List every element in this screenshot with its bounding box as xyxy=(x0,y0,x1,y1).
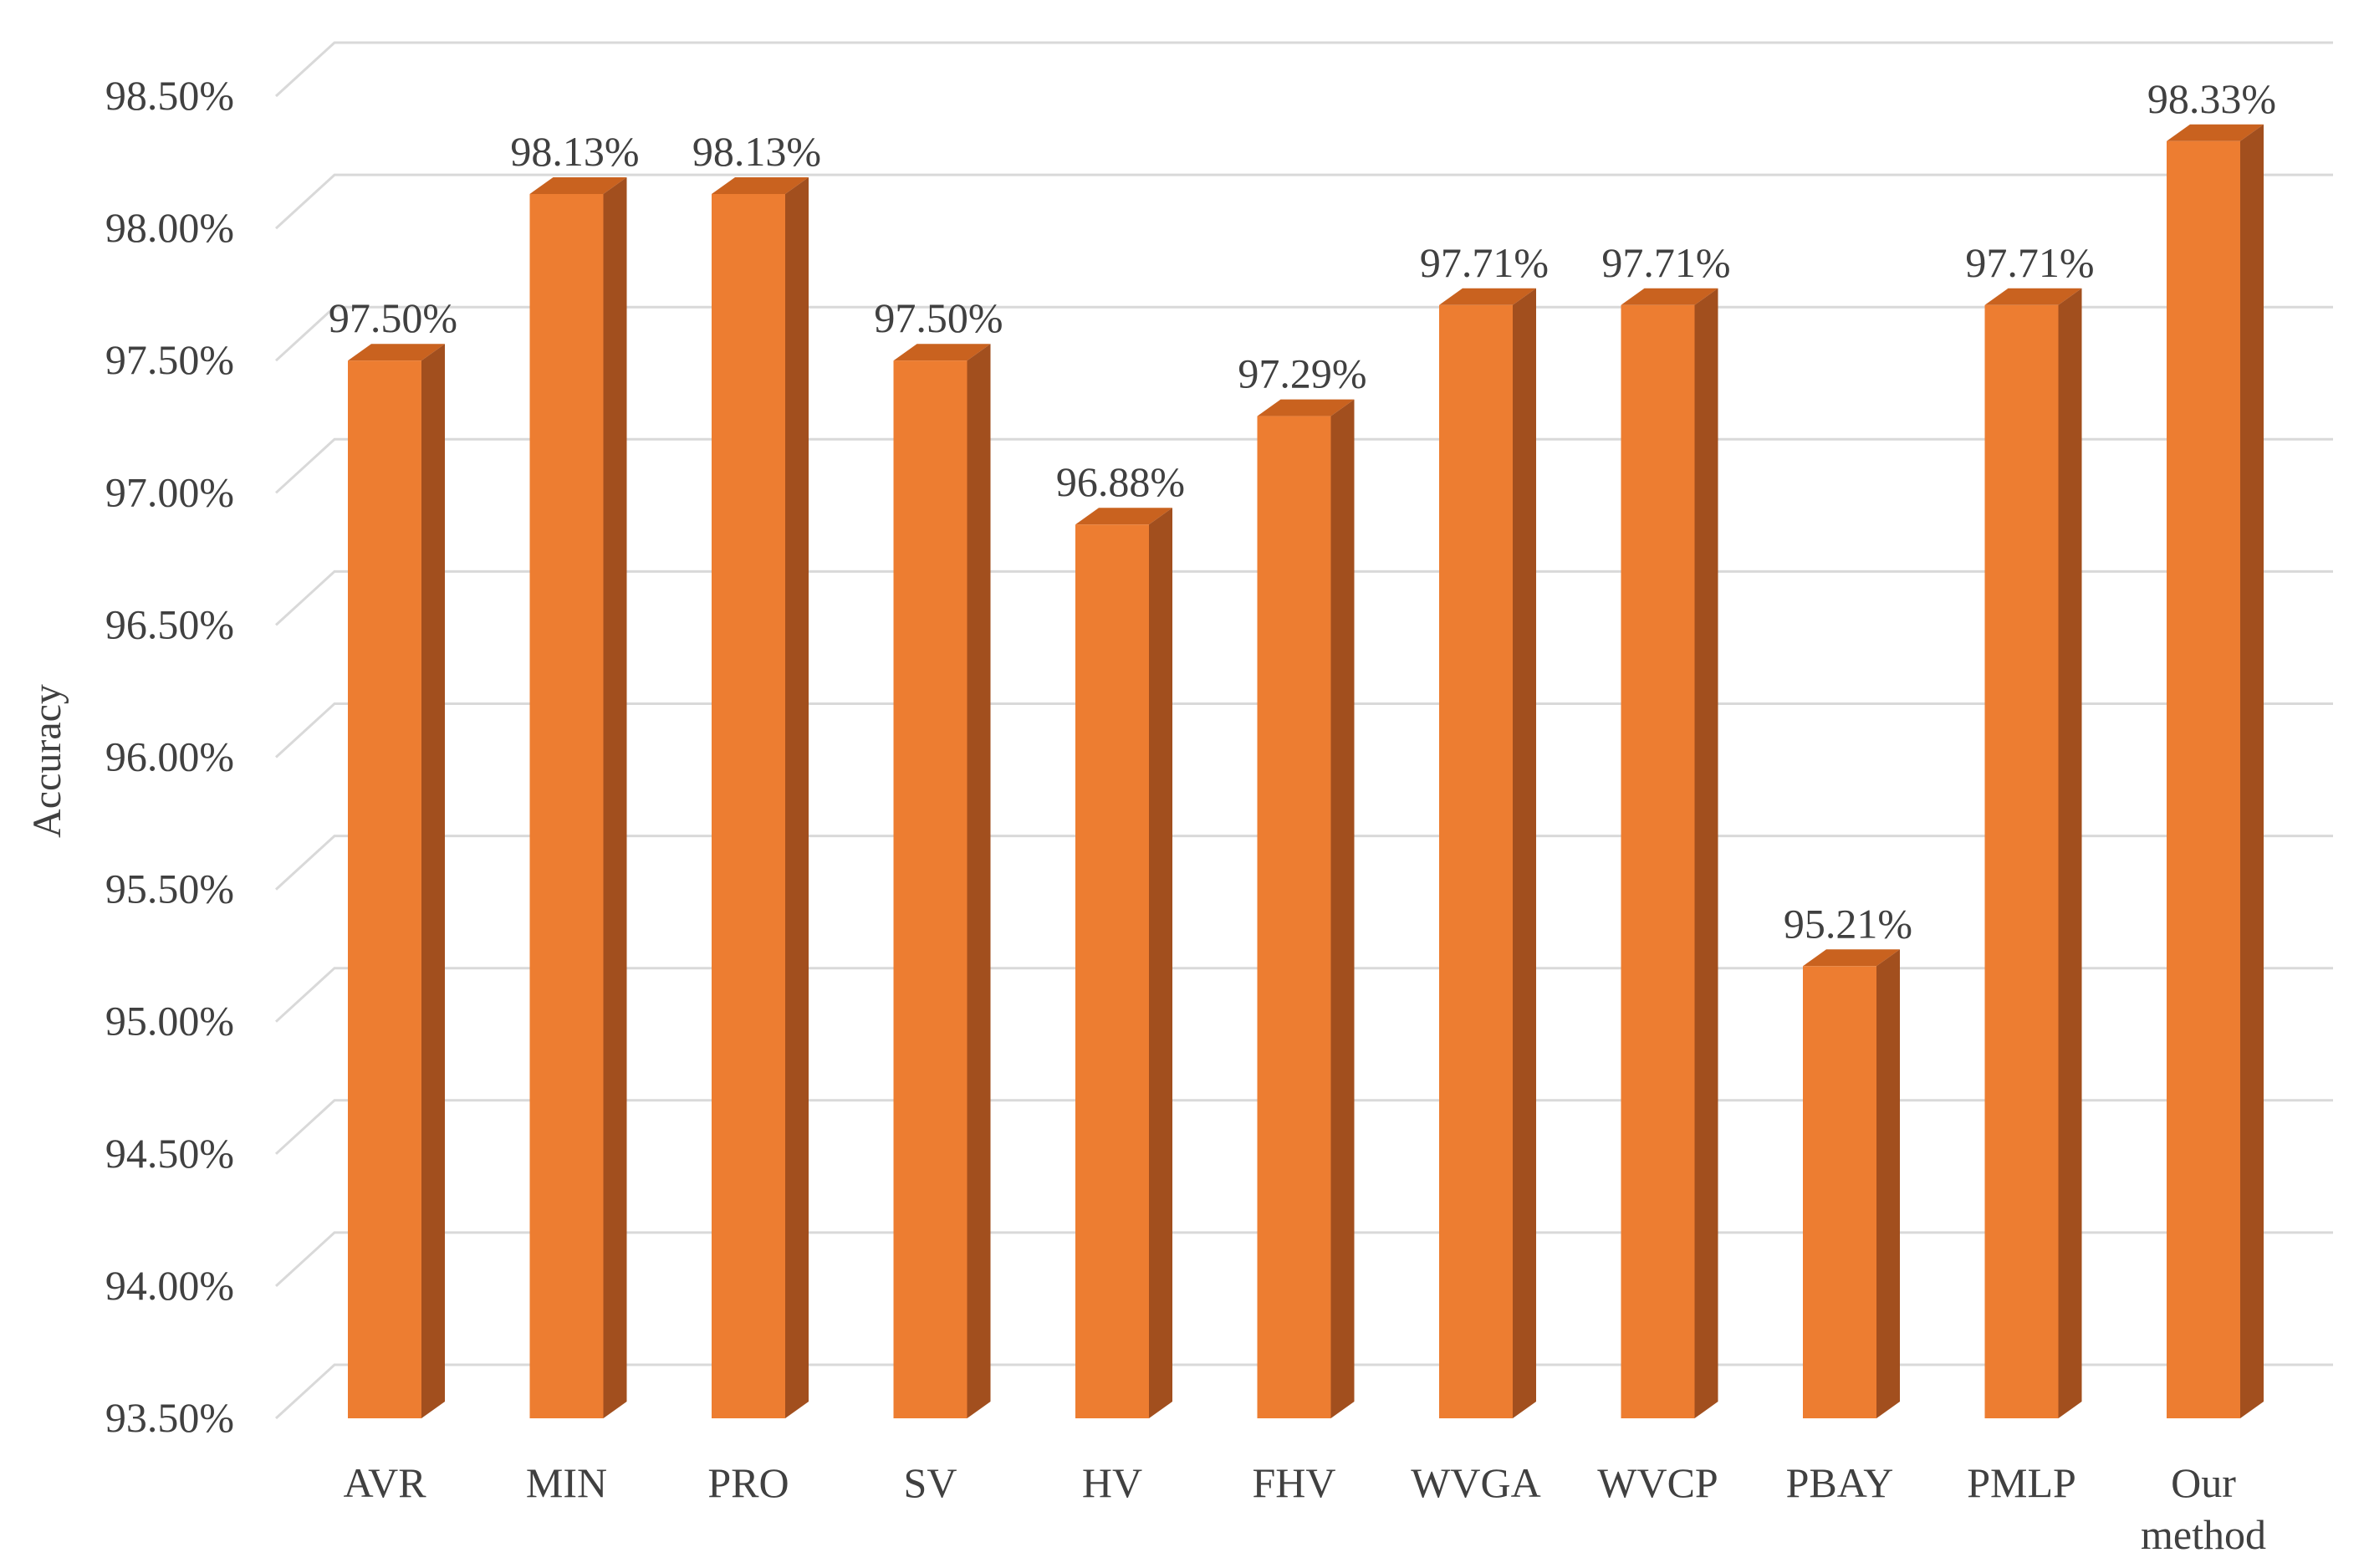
y-axis-ticks: 93.50% 94.00% 94.50% 95.00% 95.50% 96.00% 96.5… xyxy=(105,72,234,1441)
bar-top xyxy=(1984,288,2082,305)
bar xyxy=(2167,124,2264,1418)
bar xyxy=(1803,949,1900,1418)
bar xyxy=(1075,508,1172,1418)
bar-side xyxy=(603,176,627,1418)
x-category-label: PBAY xyxy=(1786,1459,1894,1506)
grid-layer xyxy=(274,41,2333,1420)
bar-top xyxy=(1803,949,1900,967)
bar-side xyxy=(421,344,445,1419)
bar-front xyxy=(712,193,785,1418)
y-axis-title: Accuracy xyxy=(25,684,69,838)
bar-front xyxy=(1257,416,1331,1418)
x-category-label: PRO xyxy=(707,1459,789,1506)
bars-layer xyxy=(348,124,2264,1419)
bar-top xyxy=(529,176,627,194)
bar xyxy=(712,176,809,1418)
y-tick-label: 95.50% xyxy=(105,866,234,912)
data-label: 97.50% xyxy=(329,294,457,341)
data-label: 97.29% xyxy=(1238,350,1366,397)
y-tick-label: 94.00% xyxy=(105,1262,234,1309)
x-axis-categories: AVR MIN PRO SV HV FHV WVGA WVCP PBAY PMLP Our metho… xyxy=(343,1459,2266,1558)
data-label: 98.33% xyxy=(2147,75,2276,122)
bar xyxy=(893,344,991,1419)
bar-top xyxy=(1257,399,1355,416)
bar-front xyxy=(529,193,604,1418)
bar-top xyxy=(1075,508,1172,525)
bar xyxy=(1621,288,1718,1419)
x-category-label: MIN xyxy=(526,1459,607,1506)
data-label: 95.21% xyxy=(1784,900,1912,947)
bar-side xyxy=(1876,949,1900,1418)
gridline xyxy=(274,41,2333,98)
x-category-label: Our method xyxy=(2141,1459,2266,1558)
x-category-label: WVGA xyxy=(1411,1459,1541,1506)
bar-top xyxy=(712,176,809,194)
y-tick-label: 96.00% xyxy=(105,733,234,780)
bar-front xyxy=(1803,966,1876,1418)
bar-front xyxy=(2167,140,2240,1418)
y-tick-label: 97.50% xyxy=(105,336,234,383)
y-tick-label: 93.50% xyxy=(105,1394,234,1441)
bar xyxy=(1257,399,1355,1418)
bar-side xyxy=(1513,288,1536,1419)
data-label: 97.71% xyxy=(1601,239,1730,286)
y-tick-label: 97.00% xyxy=(105,468,234,515)
bar-front xyxy=(1984,304,2059,1419)
bar-side xyxy=(2058,288,2082,1419)
bar-front xyxy=(1075,524,1149,1418)
data-label: 98.13% xyxy=(692,128,821,175)
x-category-label: HV xyxy=(1082,1459,1142,1506)
bar-side xyxy=(1149,508,1172,1418)
x-category-label: WVCP xyxy=(1597,1459,1718,1506)
bar-front xyxy=(1439,304,1513,1419)
data-label: 97.71% xyxy=(1420,239,1549,286)
x-category-label: PMLP xyxy=(1967,1459,2076,1506)
bar-top xyxy=(1621,288,1718,305)
bar-front xyxy=(348,360,421,1419)
bar-side xyxy=(1330,399,1355,1418)
y-tick-label: 98.50% xyxy=(105,72,234,119)
bar-side xyxy=(2240,124,2264,1418)
x-category-label: FHV xyxy=(1252,1459,1335,1506)
data-label: 98.13% xyxy=(510,128,639,175)
data-label: 97.71% xyxy=(1965,239,2094,286)
data-labels-layer: 97.50% 98.13% 98.13% 97.50% 96.88% 97.29% 97.7… xyxy=(329,75,2276,947)
y-tick-label: 96.50% xyxy=(105,600,234,647)
bar-top xyxy=(1439,288,1536,305)
bar xyxy=(1439,288,1536,1419)
bar-top xyxy=(348,344,445,361)
y-tick-label: 95.00% xyxy=(105,998,234,1044)
bar-side xyxy=(1694,288,1718,1419)
bar xyxy=(348,344,445,1419)
y-tick-label: 98.00% xyxy=(105,204,234,251)
bar-top xyxy=(893,344,991,361)
bar-front xyxy=(893,360,968,1419)
x-category-label: SV xyxy=(904,1459,957,1506)
y-tick-label: 94.50% xyxy=(105,1130,234,1177)
bar-front xyxy=(1621,304,1695,1419)
bar-side xyxy=(967,344,991,1419)
bar-side xyxy=(785,176,809,1418)
x-category-label: AVR xyxy=(343,1459,426,1506)
bar xyxy=(529,176,627,1418)
bar-top xyxy=(2167,124,2264,141)
data-label: 96.88% xyxy=(1056,458,1185,505)
bar xyxy=(1984,288,2082,1419)
data-label: 97.50% xyxy=(874,294,1003,341)
gridline xyxy=(274,173,2333,230)
